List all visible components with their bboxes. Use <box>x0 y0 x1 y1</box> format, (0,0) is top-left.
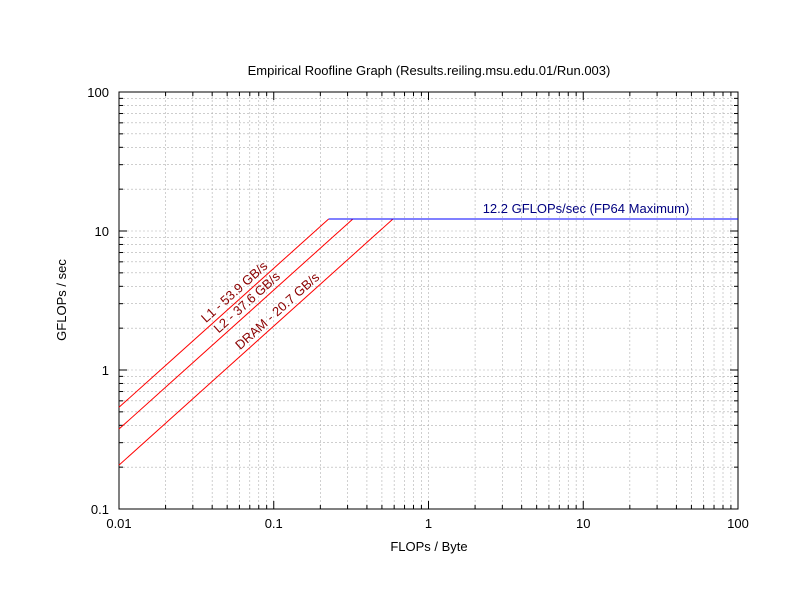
y-tick-label: 10 <box>95 224 109 239</box>
x-tick-label: 1 <box>425 516 432 531</box>
x-axis-title: FLOPs / Byte <box>390 539 467 554</box>
x-tick-label: 0.1 <box>265 516 283 531</box>
y-tick-label: 100 <box>87 85 109 100</box>
x-tick-label: 10 <box>576 516 590 531</box>
y-axis-title: GFLOPs / sec <box>54 259 69 341</box>
y-tick-label: 1 <box>102 363 109 378</box>
bandwidth-line <box>118 218 394 466</box>
grid <box>119 92 738 509</box>
chart-title: Empirical Roofline Graph (Results.reilin… <box>248 63 611 78</box>
bandwidth-line <box>118 218 329 408</box>
y-tick-label: 0.1 <box>91 502 109 517</box>
compute-ceiling-label: 12.2 GFLOPs/sec (FP64 Maximum) <box>483 201 690 216</box>
bandwidth-line <box>118 218 354 430</box>
x-tick-label: 0.01 <box>106 516 131 531</box>
x-tick-label: 100 <box>727 516 749 531</box>
